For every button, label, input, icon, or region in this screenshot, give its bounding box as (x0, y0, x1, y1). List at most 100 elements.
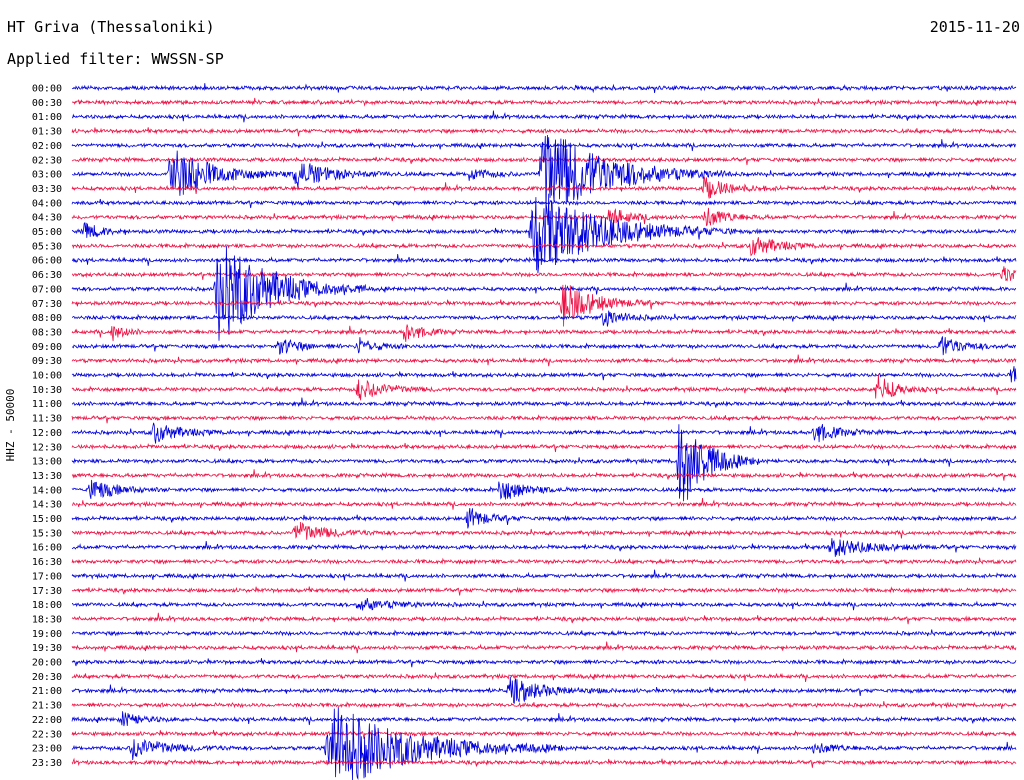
row-label-group: 00:00 00:30 01:00 01:30 02:00 02:30 03:00 03:30… (32, 84, 62, 769)
seismic-trace-row (71, 707, 1017, 780)
seismic-trace-row (71, 557, 1017, 566)
seismic-trace-row (71, 193, 1017, 274)
seismic-trace-row (71, 237, 1017, 257)
row-time-label: 15:30 (32, 528, 62, 539)
row-time-label: 00:30 (32, 98, 62, 109)
seismic-trace-row (71, 658, 1017, 668)
row-time-label: 19:30 (32, 643, 62, 654)
seismic-trace-row (71, 521, 1017, 540)
row-time-label: 17:30 (32, 586, 62, 597)
seismic-trace-row (71, 598, 1017, 611)
seismic-trace-row (71, 139, 1017, 152)
seismic-trace-row (71, 479, 1017, 500)
seismic-trace-row (71, 641, 1017, 654)
row-time-label: 04:00 (32, 198, 62, 209)
seismic-trace-row (71, 110, 1017, 123)
row-time-label: 18:30 (32, 614, 62, 625)
seismic-trace-row (71, 366, 1017, 383)
row-time-label: 20:00 (32, 658, 62, 669)
row-time-label: 02:30 (32, 155, 62, 166)
seismic-trace-row (71, 424, 1017, 502)
seismic-trace-row (71, 397, 1017, 408)
seismic-trace-row (71, 507, 1017, 529)
seismic-trace-row (71, 672, 1017, 682)
row-time-label: 13:30 (32, 471, 62, 482)
seismic-trace-row (71, 711, 1017, 727)
row-time-label: 17:00 (32, 571, 62, 582)
row-time-label: 08:00 (32, 313, 62, 324)
row-time-label: 11:00 (32, 399, 62, 410)
row-time-label: 23:00 (32, 744, 62, 755)
row-time-label: 07:30 (32, 299, 62, 310)
row-time-label: 23:30 (32, 758, 62, 769)
trace-group (71, 83, 1017, 780)
seismic-trace-row (71, 538, 1017, 557)
row-time-label: 21:00 (32, 686, 62, 697)
seismic-trace-row (71, 284, 1017, 327)
row-time-label: 03:00 (32, 170, 62, 181)
row-time-label: 03:30 (32, 184, 62, 195)
seismic-trace-row (71, 266, 1017, 282)
row-time-label: 10:30 (32, 385, 62, 396)
row-time-label: 13:00 (32, 457, 62, 468)
row-time-label: 11:30 (32, 414, 62, 425)
seismic-trace-row (71, 497, 1017, 510)
seismic-trace-row (71, 310, 1017, 327)
row-time-label: 18:00 (32, 600, 62, 611)
seismic-trace-row (71, 134, 1017, 215)
seismic-trace-row (71, 336, 1017, 356)
seismic-trace-row (71, 97, 1017, 107)
row-time-label: 12:30 (32, 442, 62, 453)
row-time-label: 22:30 (32, 729, 62, 740)
filter-label: Applied filter: WWSSN-SP (7, 50, 224, 68)
seismic-trace-row (71, 127, 1017, 137)
seismic-trace-row (71, 629, 1017, 638)
row-time-label: 21:30 (32, 701, 62, 712)
seismic-trace-row (71, 569, 1017, 582)
seismic-trace-row (71, 422, 1017, 444)
row-time-label: 00:00 (32, 84, 62, 95)
seismic-trace-row (71, 757, 1017, 768)
seismic-trace-row (71, 374, 1017, 401)
row-time-label: 14:30 (32, 500, 62, 511)
row-time-label: 16:00 (32, 543, 62, 554)
seismic-trace-row (71, 701, 1017, 709)
seismic-trace-row (71, 414, 1017, 424)
station-title: HT Griva (Thessaloniki) (7, 18, 215, 36)
row-time-label: 05:00 (32, 227, 62, 238)
row-time-label: 16:30 (32, 557, 62, 568)
seismic-trace-row (71, 612, 1017, 625)
row-time-label: 22:00 (32, 715, 62, 726)
seismic-trace-row (71, 586, 1017, 596)
seismic-trace-row (71, 442, 1017, 453)
row-time-label: 19:00 (32, 629, 62, 640)
seismic-trace-row (71, 729, 1017, 740)
row-time-label: 01:30 (32, 127, 62, 138)
row-time-label: 04:30 (32, 213, 62, 224)
seismic-trace-row (71, 324, 1017, 342)
seismic-trace-row (71, 176, 1017, 199)
row-time-label: 01:00 (32, 112, 62, 123)
row-time-label: 07:00 (32, 284, 62, 295)
date-label: 2015-11-20 (929, 18, 1020, 36)
seismic-trace-row (71, 469, 1017, 481)
row-time-label: 15:00 (32, 514, 62, 525)
row-time-label: 06:00 (32, 256, 62, 267)
seismic-trace-row (71, 253, 1017, 266)
row-time-label: 08:30 (32, 327, 62, 338)
seismic-trace-row (71, 354, 1017, 367)
row-time-label: 10:00 (32, 371, 62, 382)
row-time-label: 09:00 (32, 342, 62, 353)
row-time-label: 14:00 (32, 485, 62, 496)
row-time-label: 12:00 (32, 428, 62, 439)
row-time-label: 09:30 (32, 356, 62, 367)
row-time-label: 05:30 (32, 241, 62, 252)
seismic-trace-row (71, 246, 1017, 341)
seismic-trace-row (71, 676, 1017, 704)
row-time-label: 02:00 (32, 141, 62, 152)
seismic-trace-row (71, 83, 1017, 94)
y-axis-label: HHZ - 50000 (4, 389, 17, 462)
seismic-trace-row (71, 198, 1017, 209)
row-time-label: 20:30 (32, 672, 62, 683)
